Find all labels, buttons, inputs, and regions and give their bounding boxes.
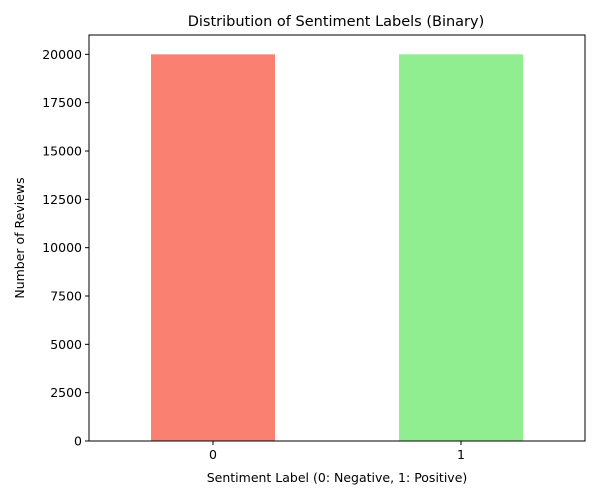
y-tick-label-17500: 17500 xyxy=(42,95,82,110)
y-tick-label-7500: 7500 xyxy=(50,289,82,304)
y-tick-label-2500: 2500 xyxy=(50,385,82,400)
y-tick-label-12500: 12500 xyxy=(42,192,82,207)
x-tick-label-0: 0 xyxy=(209,447,217,462)
plot-frame xyxy=(88,34,586,442)
bar-0 xyxy=(151,54,275,441)
bars-layer xyxy=(151,54,523,441)
chart-title: Distribution of Sentiment Labels (Binary… xyxy=(188,14,485,30)
y-axis-label: Number of Reviews xyxy=(12,177,27,298)
y-tick-label-0: 0 xyxy=(74,434,82,449)
y-tick-label-10000: 10000 xyxy=(42,240,82,255)
y-tick-label-20000: 20000 xyxy=(42,47,82,62)
y-axis-ticks: 0 2500 5000 7500 10000 12500 15000 17500 20000 xyxy=(42,47,89,449)
x-axis-label: Sentiment Label (0: Negative, 1: Positiv… xyxy=(207,470,468,485)
y-tick-label-5000: 5000 xyxy=(50,337,82,352)
x-tick-label-1: 1 xyxy=(457,447,465,462)
bar-1 xyxy=(399,54,523,441)
y-tick-label-15000: 15000 xyxy=(42,144,82,159)
